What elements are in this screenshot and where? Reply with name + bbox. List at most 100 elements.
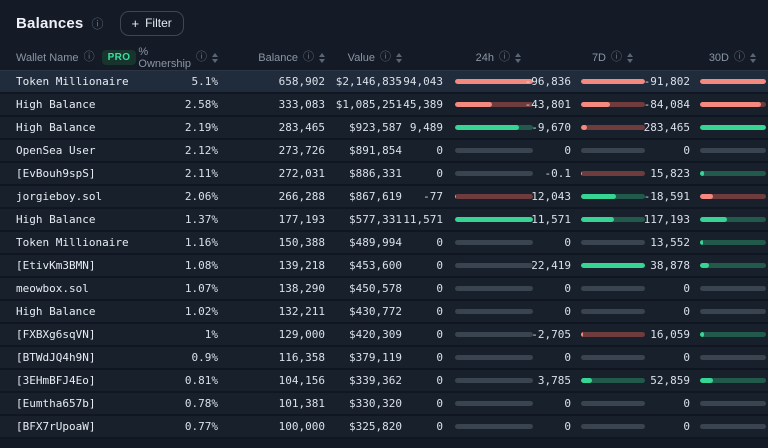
table-row[interactable]: High Balance 1.02% 132,211 $430,772 0 0 0 — [0, 301, 768, 324]
sort-icon[interactable] — [515, 52, 521, 63]
plus-icon: + — [131, 15, 140, 31]
column-header-30d[interactable]: 30D ⓘ — [645, 45, 768, 70]
table-row[interactable]: [3EHmBFJ4Eo] 0.81% 104,156 $339,362 0 3,785 52… — [0, 370, 768, 393]
change-30d-value: 15,823 — [650, 167, 690, 180]
trend-bar — [581, 217, 645, 222]
trend-bar-fill — [581, 171, 583, 176]
table-row[interactable]: Token Millionaire 5.1% 658,902 $2,146,835 -9… — [0, 71, 768, 94]
wallet-name: jorgieboy.sol — [16, 190, 103, 203]
info-icon[interactable]: ⓘ — [91, 16, 104, 31]
trend-bar — [700, 102, 766, 107]
table-row[interactable]: meowbox.sol 1.07% 138,290 $450,578 0 0 0 — [0, 278, 768, 301]
column-header-7d[interactable]: 7D ⓘ — [533, 45, 645, 70]
info-icon[interactable]: ⓘ — [734, 51, 745, 63]
info-icon[interactable]: ⓘ — [380, 51, 391, 63]
wallet-name: [EtivKm3BMN] — [16, 259, 96, 272]
change-30d: 283,465 — [644, 117, 768, 138]
balances-panel: Balances ⓘ + Filter Wallet Name ⓘ PRO % … — [0, 11, 768, 439]
info-icon[interactable]: ⓘ — [83, 51, 95, 63]
change-30d-value: -91,802 — [643, 75, 690, 88]
change-30d: 0 — [645, 393, 768, 414]
change-30d: -18,591 — [644, 186, 768, 207]
trend-bar — [581, 125, 645, 130]
trend-bar — [455, 378, 533, 383]
ownership-value: 2.11% — [184, 167, 218, 180]
change-7d: -96,836 — [525, 71, 645, 92]
sort-icon[interactable] — [627, 52, 633, 63]
change-7d: 0 — [533, 301, 645, 322]
wallet-name: [BTWdJQ4h9N] — [16, 351, 96, 364]
change-30d: 0 — [645, 301, 768, 322]
value-usd: $379,119 — [349, 351, 402, 364]
change-7d: 11,571 — [531, 209, 645, 230]
table-body: Token Millionaire 5.1% 658,902 $2,146,835 -9… — [0, 71, 768, 439]
ownership-value: 1.02% — [184, 305, 218, 318]
column-header-value[interactable]: Value ⓘ — [325, 45, 402, 70]
column-header-24h[interactable]: 24h ⓘ — [402, 45, 533, 70]
trend-bar — [700, 240, 766, 245]
trend-bar — [581, 102, 645, 107]
column-label: % Ownership — [138, 45, 191, 70]
change-7d: -2,705 — [531, 324, 645, 345]
value-usd: $339,362 — [349, 374, 402, 387]
table-row[interactable]: High Balance 2.19% 283,465 $923,587 9,489 -9,… — [0, 117, 768, 140]
wallet-name: [Eumtha657b] — [16, 397, 96, 410]
change-24h: 0 — [402, 347, 533, 368]
trend-bar-fill — [455, 102, 493, 107]
sort-icon[interactable] — [319, 52, 325, 63]
change-24h: 0 — [402, 255, 533, 276]
trend-bar — [455, 240, 533, 245]
change-24h: -94,043 — [397, 71, 533, 92]
filter-button-label: Filter — [145, 16, 172, 30]
balance-value: 273,726 — [278, 144, 325, 157]
change-24h-value: 11,571 — [403, 213, 443, 226]
sort-icon[interactable] — [750, 52, 756, 63]
balance-value: 101,381 — [278, 397, 325, 410]
table-row[interactable]: [EvBouh9spS] 2.11% 272,031 $886,331 0 -0.1 15,… — [0, 163, 768, 186]
ownership-value: 0.77% — [184, 420, 218, 433]
table-row[interactable]: OpenSea User 2.12% 273,726 $891,854 0 0 0 — [0, 140, 768, 163]
change-24h-value: 0 — [436, 167, 443, 180]
ownership-value: 1.16% — [184, 236, 218, 249]
table-row[interactable]: jorgieboy.sol 2.06% 266,288 $867,619 -77 12,0… — [0, 186, 768, 209]
table-row[interactable]: [BFX7rUpoaW] 0.77% 100,000 $325,820 0 0 0 — [0, 416, 768, 439]
page-title: Balances — [16, 15, 84, 32]
change-24h-value: 0 — [436, 397, 443, 410]
table-row[interactable]: [FXBXg6sqVN] 1% 129,000 $420,309 0 -2,705 16,0… — [0, 324, 768, 347]
info-icon[interactable]: ⓘ — [303, 51, 314, 63]
value-usd: $330,320 — [349, 397, 402, 410]
change-7d-value: 11,571 — [531, 213, 571, 226]
trend-bar-fill — [581, 217, 615, 222]
change-30d-value: 0 — [683, 397, 690, 410]
column-header-wallet-name[interactable]: Wallet Name ⓘ PRO — [0, 45, 140, 70]
column-header-balance[interactable]: Balance ⓘ — [218, 45, 325, 70]
info-icon[interactable]: ⓘ — [611, 51, 622, 63]
trend-bar — [455, 148, 533, 153]
change-30d-value: -84,084 — [643, 98, 690, 111]
info-icon[interactable]: ⓘ — [196, 51, 207, 63]
table-row[interactable]: Token Millionaire 1.16% 150,388 $489,994 0 0 1… — [0, 232, 768, 255]
change-7d-value: 0 — [564, 144, 571, 157]
wallet-name: [BFX7rUpoaW] — [16, 420, 96, 433]
trend-bar — [700, 424, 766, 429]
table-row[interactable]: [BTWdJQ4h9N] 0.9% 116,358 $379,119 0 0 0 — [0, 347, 768, 370]
change-30d: 117,193 — [644, 209, 768, 230]
trend-bar — [581, 378, 645, 383]
change-7d-value: 22,419 — [531, 259, 571, 272]
change-30d-value: 0 — [683, 305, 690, 318]
table-row[interactable]: [EtivKm3BMN] 1.08% 139,218 $453,600 0 22,419 3… — [0, 255, 768, 278]
add-filter-button[interactable]: + Filter — [119, 11, 184, 36]
ownership-value: 1.07% — [184, 282, 218, 295]
trend-bar — [581, 263, 645, 268]
column-header-ownership[interactable]: % Ownership ⓘ — [138, 45, 218, 70]
table-row[interactable]: [Eumtha657b] 0.78% 101,381 $330,320 0 0 0 — [0, 393, 768, 416]
info-icon[interactable]: ⓘ — [499, 51, 510, 63]
ownership-value: 0.78% — [184, 397, 218, 410]
table-row[interactable]: High Balance 2.58% 333,083 $1,085,251 -45,38… — [0, 94, 768, 117]
sort-icon[interactable] — [212, 52, 218, 63]
wallet-name: Token Millionaire — [16, 75, 129, 88]
sort-icon[interactable] — [396, 52, 402, 63]
column-label: Wallet Name — [16, 51, 79, 64]
trend-bar — [581, 332, 645, 337]
table-row[interactable]: High Balance 1.37% 177,193 $577,331 11,571 11… — [0, 209, 768, 232]
